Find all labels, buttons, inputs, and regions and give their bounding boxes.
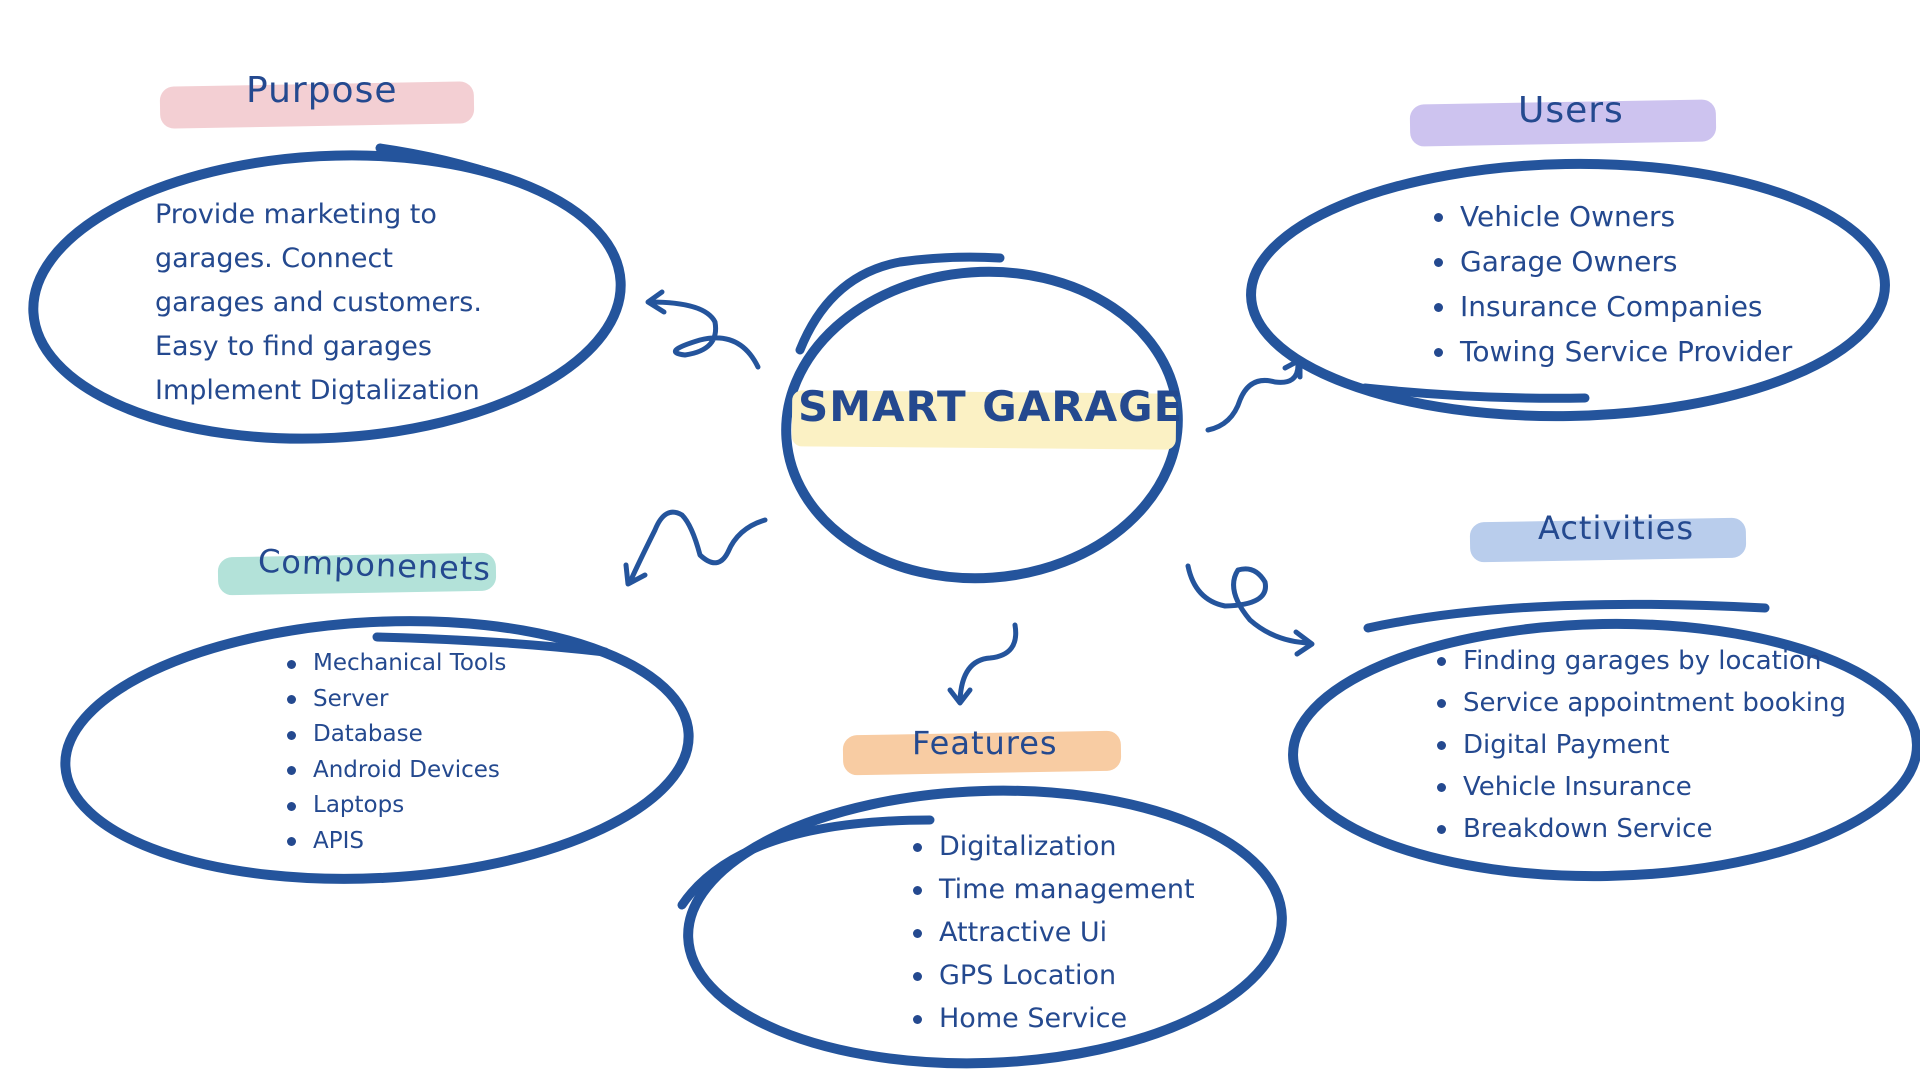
list-item: Digital Payment: [1437, 724, 1846, 766]
purpose-line: Implement Digtalization: [155, 375, 480, 406]
list-item: Database: [286, 717, 506, 753]
arrow-to-components: [623, 509, 768, 587]
list-item: Android Devices: [286, 753, 506, 789]
purpose-ellipse: [28, 143, 626, 444]
center-ellipse: [781, 252, 1183, 584]
list-item: Home Service: [913, 997, 1195, 1040]
purpose-text: Provide marketing to garages. Connect ga…: [155, 193, 482, 413]
list-item: Finding garages by location: [1437, 640, 1846, 682]
list-item: Server: [286, 682, 506, 718]
components-ellipse: [60, 616, 694, 884]
list-item: Attractive Ui: [913, 911, 1195, 954]
features-heading: Features: [912, 724, 1058, 762]
purpose-line: garages and customers.: [155, 287, 482, 318]
list-item: Vehicle Owners: [1433, 194, 1792, 239]
arrow-to-features: [947, 622, 1019, 706]
list-item: Mechanical Tools: [286, 646, 506, 682]
purpose-line: garages. Connect: [155, 243, 393, 274]
users-heading: Users: [1518, 90, 1624, 131]
list-item: APIS: [286, 824, 506, 860]
list-item: Vehicle Insurance: [1437, 766, 1846, 808]
components-heading: Componenets: [257, 541, 492, 589]
list-item: Insurance Companies: [1433, 284, 1792, 329]
arrow-to-purpose: [645, 289, 761, 370]
center-title: SMART GARAGE: [798, 382, 1184, 431]
purpose-line: Easy to find garages: [155, 331, 432, 362]
arrow-to-users: [1205, 357, 1303, 433]
activities-ellipse: [1288, 599, 1920, 882]
purpose-line: Provide marketing to: [155, 199, 437, 230]
list-item: GPS Location: [913, 954, 1195, 997]
arrow-to-activities: [1185, 563, 1315, 657]
users-list: Vehicle Owners Garage Owners Insurance C…: [1433, 194, 1792, 374]
activities-list: Finding garages by location Service appo…: [1437, 640, 1846, 850]
list-item: Garage Owners: [1433, 239, 1792, 284]
list-item: Breakdown Service: [1437, 808, 1846, 850]
list-item: Time management: [913, 868, 1195, 911]
list-item: Service appointment booking: [1437, 682, 1846, 724]
list-item: Towing Service Provider: [1433, 329, 1792, 374]
features-ellipse: [677, 785, 1287, 1069]
users-ellipse: [1246, 158, 1890, 422]
list-item: Digitalization: [913, 825, 1195, 868]
components-list: Mechanical Tools Server Database Android…: [286, 646, 506, 860]
list-item: Laptops: [286, 788, 506, 824]
purpose-heading: Purpose: [246, 70, 398, 111]
features-list: Digitalization Time management Attractiv…: [913, 825, 1195, 1040]
activities-heading: Activities: [1538, 509, 1694, 547]
